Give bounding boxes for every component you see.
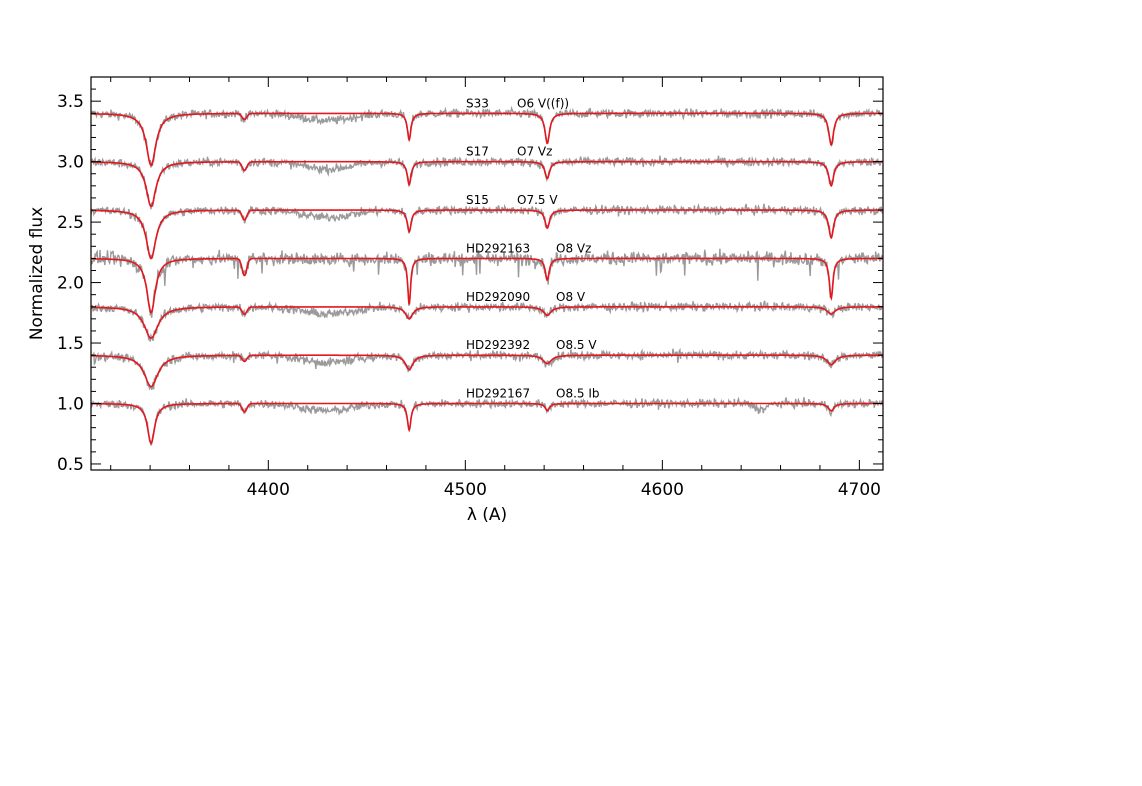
axis-ticks: 4400 4500 4600 4700 0.5 1.0 1.5 2.0 2.5 3.0 3.5 xyxy=(57,77,883,500)
star-name-label: S15 xyxy=(466,193,489,207)
spectral-type-label: O7 Vz xyxy=(517,145,552,159)
x-tick-label: 4600 xyxy=(641,480,684,500)
spectral-type-label: O7.5 V xyxy=(517,193,558,207)
x-tick-label: 4500 xyxy=(444,480,487,500)
x-axis-title: λ (A) xyxy=(467,505,507,525)
star-name-label: HD292392 xyxy=(466,338,530,352)
model-spectrum-HD292167 xyxy=(91,402,883,445)
spectral-type-label: O8.5 V xyxy=(556,338,597,352)
spectral-type-label: O8.5 Ib xyxy=(556,386,600,400)
spectral-type-label: O8 Vz xyxy=(556,241,591,255)
y-axis-title: Normalized flux xyxy=(27,207,47,340)
y-tick-label: 3.5 xyxy=(57,92,84,112)
star-name-label: S17 xyxy=(466,145,489,159)
y-tick-label: 1.0 xyxy=(57,394,84,414)
x-tick-label: 4400 xyxy=(247,480,290,500)
y-tick-label: 1.5 xyxy=(57,334,84,354)
star-name-label: HD292090 xyxy=(466,290,530,304)
model-spectrum-S15 xyxy=(91,209,883,260)
star-name-label: S33 xyxy=(466,96,489,110)
star-name-label: HD292167 xyxy=(466,386,530,400)
model-spectrum-S33 xyxy=(91,112,883,167)
x-tick-label: 4700 xyxy=(838,480,881,500)
model-spectrum-S17 xyxy=(91,160,883,208)
y-tick-label: 2.5 xyxy=(57,213,84,233)
spectral-type-label: O6 V((f)) xyxy=(517,96,569,110)
model-spectrum-HD292090 xyxy=(90,306,883,340)
star-labels: S33 O6 V((f)) S17 O7 Vz S15 O7.5 V HD292163 O8 … xyxy=(466,96,600,400)
model-spectra xyxy=(90,112,883,445)
observed-spectrum-HD292167 xyxy=(90,396,884,446)
model-spectrum-HD292392 xyxy=(91,354,883,388)
y-tick-label: 3.0 xyxy=(57,153,84,173)
model-spectrum-HD292163 xyxy=(91,257,883,314)
spectral-type-label: O8 V xyxy=(556,290,586,304)
y-tick-label: 2.0 xyxy=(57,274,84,294)
star-name-label: HD292163 xyxy=(466,241,530,255)
plot-frame xyxy=(90,76,884,471)
y-tick-label: 0.5 xyxy=(57,455,84,475)
